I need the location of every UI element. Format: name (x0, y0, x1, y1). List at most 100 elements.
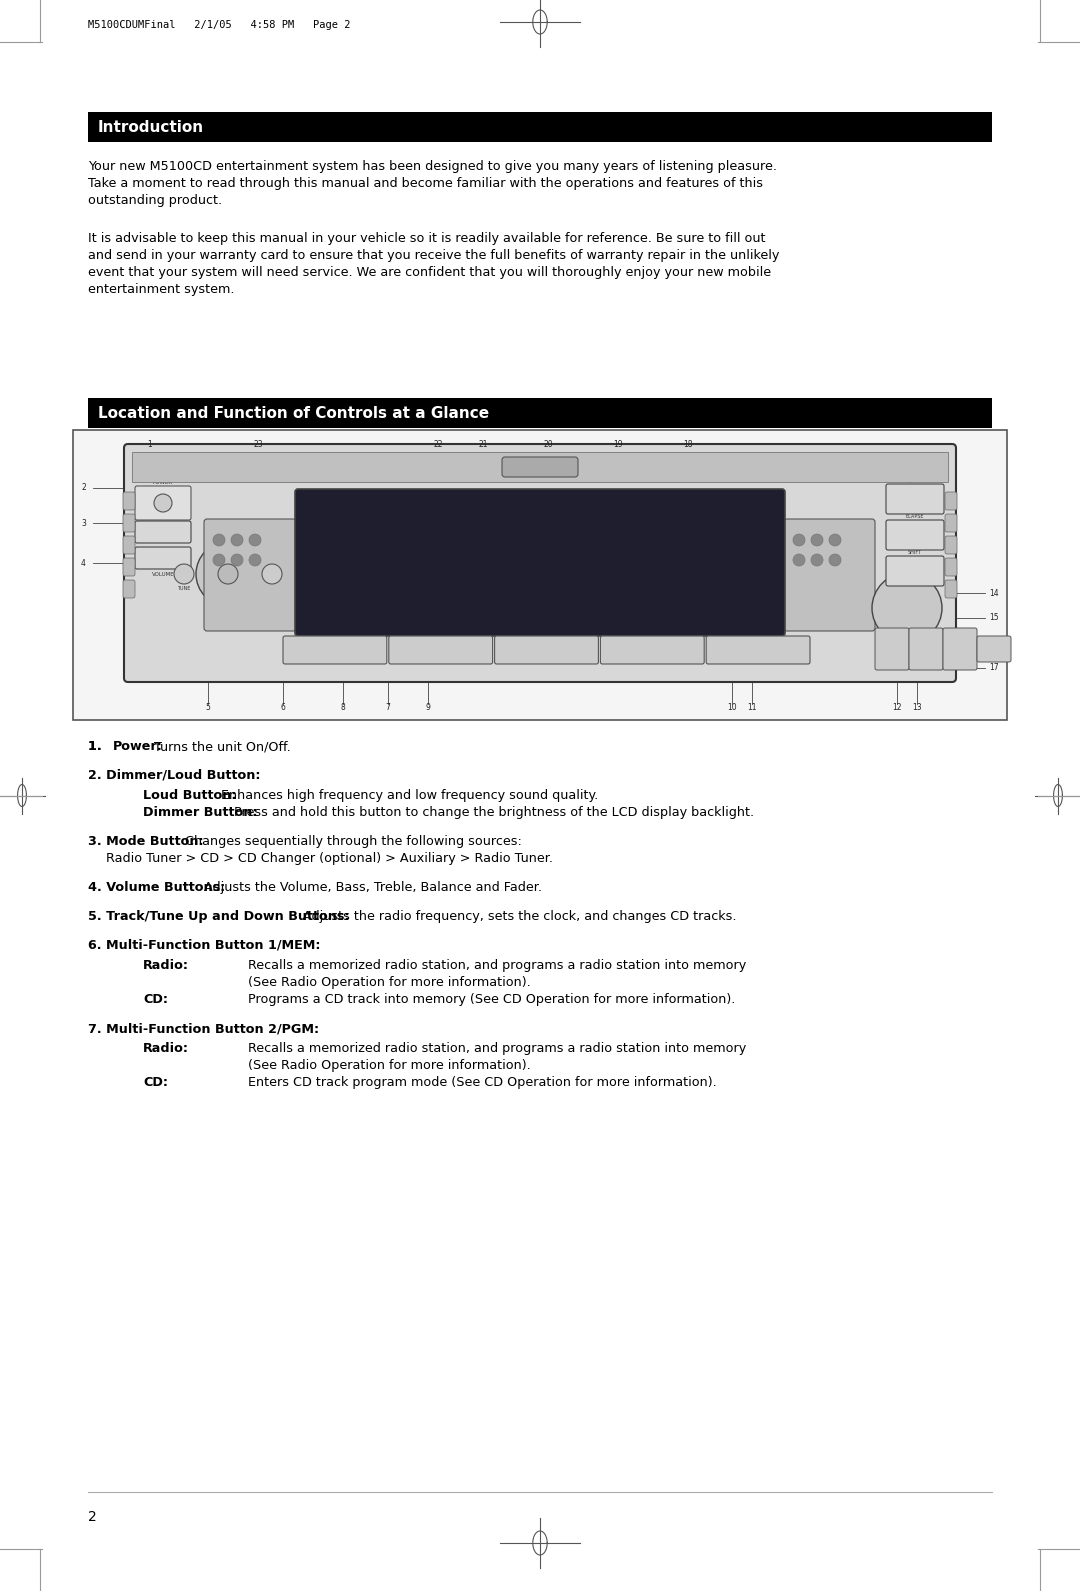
Text: 4 RDM: 4 RDM (639, 648, 665, 652)
Bar (87, 398, 993, 428)
FancyBboxPatch shape (886, 520, 944, 550)
Text: FM1: FM1 (308, 562, 328, 571)
Text: MONO: MONO (985, 646, 1003, 651)
Text: TRK: TRK (179, 555, 189, 562)
FancyBboxPatch shape (135, 547, 191, 570)
Text: Adjusts the radio frequency, sets the clock, and changes CD tracks.: Adjusts the radio frequency, sets the cl… (299, 910, 737, 923)
Text: PULL OPEN: PULL OPEN (521, 465, 559, 469)
Text: 1: 1 (757, 560, 767, 573)
Text: 5. Track/Tune Up and Down Buttons:: 5. Track/Tune Up and Down Buttons: (87, 910, 350, 923)
Text: SCAN: SCAN (904, 570, 926, 574)
Text: 10: 10 (727, 703, 737, 713)
Text: 3 RPT: 3 RPT (535, 648, 558, 652)
Text: 2. Dimmer/Loud Button:: 2. Dimmer/Loud Button: (87, 768, 260, 783)
Ellipse shape (231, 554, 243, 566)
Text: 8: 8 (340, 703, 346, 713)
FancyBboxPatch shape (784, 519, 875, 632)
Ellipse shape (249, 554, 261, 566)
FancyBboxPatch shape (295, 488, 785, 636)
Text: DISP: DISP (953, 646, 967, 651)
Ellipse shape (829, 535, 841, 546)
Text: event that your system will need service. We are confident that you will thoroug: event that your system will need service… (87, 266, 771, 278)
Text: Recalls a memorized radio station, and programs a radio station into memory: Recalls a memorized radio station, and p… (248, 959, 746, 972)
Text: MODE: MODE (151, 555, 175, 562)
FancyBboxPatch shape (495, 636, 598, 663)
Text: AS/PS: AS/PS (904, 533, 927, 539)
Ellipse shape (793, 535, 805, 546)
Text: TUNE: TUNE (177, 585, 191, 590)
Text: 5: 5 (205, 703, 211, 713)
Text: VOLUME: VOLUME (151, 573, 174, 578)
Text: ►: ► (269, 571, 275, 579)
Text: Adjusts the Volume, Bass, Treble, Balance and Fader.: Adjusts the Volume, Bass, Treble, Balanc… (200, 881, 541, 894)
Text: 1 MEM: 1 MEM (322, 648, 348, 652)
Text: 13: 13 (913, 703, 922, 713)
Text: 17: 17 (989, 663, 999, 673)
FancyBboxPatch shape (945, 558, 957, 576)
Text: MARINE CD RECEIVER: MARINE CD RECEIVER (190, 463, 283, 471)
FancyBboxPatch shape (283, 636, 387, 663)
Text: 12: 12 (892, 703, 902, 713)
FancyBboxPatch shape (123, 536, 135, 554)
Text: EQ: EQ (903, 578, 910, 582)
Text: CD:: CD: (143, 1076, 168, 1088)
Text: DIM: DIM (158, 515, 168, 520)
Text: Radio:: Radio: (143, 1042, 189, 1055)
Text: 7: 7 (386, 703, 391, 713)
Text: Power:: Power: (112, 740, 163, 753)
FancyBboxPatch shape (123, 558, 135, 576)
Text: 3: 3 (81, 519, 86, 528)
Text: Enhances high frequency and low frequency sound quality.: Enhances high frequency and low frequenc… (217, 789, 598, 802)
Text: Take a moment to read through this manual and become familiar with the operation: Take a moment to read through this manua… (87, 177, 762, 189)
Text: ▲: ▲ (910, 495, 919, 504)
Text: 6. Multi-Function Button 1/MEM:: 6. Multi-Function Button 1/MEM: (87, 939, 321, 951)
Text: 14: 14 (989, 589, 999, 598)
Text: 1.: 1. (87, 740, 110, 753)
Ellipse shape (811, 554, 823, 566)
Text: 16: 16 (989, 638, 999, 648)
Text: M5100CDUMFinal   2/1/05   4:58 PM   Page 2: M5100CDUMFinal 2/1/05 4:58 PM Page 2 (87, 21, 351, 30)
Text: 2: 2 (81, 484, 85, 493)
Text: 106.7: 106.7 (336, 538, 428, 566)
Bar (73, 430, 1007, 721)
Text: Changes sequentially through the following sources:: Changes sequentially through the followi… (181, 835, 522, 848)
Text: TUNE: TUNE (266, 585, 279, 590)
Text: 11: 11 (747, 703, 757, 713)
Ellipse shape (231, 535, 243, 546)
Bar (132, 452, 948, 482)
Ellipse shape (213, 554, 225, 566)
FancyBboxPatch shape (123, 492, 135, 511)
Text: Radio:: Radio: (143, 959, 189, 972)
Text: SHIFT: SHIFT (908, 550, 922, 555)
Ellipse shape (262, 563, 282, 584)
Text: (See Radio Operation for more information).: (See Radio Operation for more informatio… (248, 975, 530, 990)
Text: 4. Volume Buttons:: 4. Volume Buttons: (87, 881, 226, 894)
Text: 7. Multi-Function Button 2/PGM:: 7. Multi-Function Button 2/PGM: (87, 1021, 319, 1036)
FancyBboxPatch shape (706, 636, 810, 663)
Ellipse shape (195, 543, 260, 606)
Text: EJECT: EJECT (907, 477, 922, 484)
FancyBboxPatch shape (945, 536, 957, 554)
Text: Your new M5100CD entertainment system has been designed to give you many years o: Your new M5100CD entertainment system ha… (87, 161, 777, 173)
FancyBboxPatch shape (943, 628, 977, 670)
FancyBboxPatch shape (389, 636, 492, 663)
Text: Location and Function of Controls at a Glance: Location and Function of Controls at a G… (98, 406, 489, 420)
Text: LOUD: LOUD (152, 528, 174, 535)
Text: 4: 4 (81, 558, 86, 568)
Text: ELAPSE: ELAPSE (906, 514, 924, 519)
FancyBboxPatch shape (135, 520, 191, 543)
Ellipse shape (811, 535, 823, 546)
Text: Press and hold this button to change the brightness of the LCD display backlight: Press and hold this button to change the… (230, 807, 754, 819)
Text: VOLUME: VOLUME (217, 576, 240, 581)
FancyBboxPatch shape (886, 484, 944, 514)
Text: BAND: BAND (883, 646, 901, 651)
Text: 2 PGM: 2 PGM (428, 648, 454, 652)
FancyBboxPatch shape (945, 514, 957, 531)
Text: 5 INT: 5 INT (747, 648, 768, 652)
Text: entertainment system.: entertainment system. (87, 283, 234, 296)
Text: 18: 18 (684, 441, 692, 449)
FancyBboxPatch shape (123, 514, 135, 531)
Text: Turns the unit On/Off.: Turns the unit On/Off. (150, 740, 291, 753)
FancyBboxPatch shape (204, 519, 296, 632)
Ellipse shape (249, 535, 261, 546)
